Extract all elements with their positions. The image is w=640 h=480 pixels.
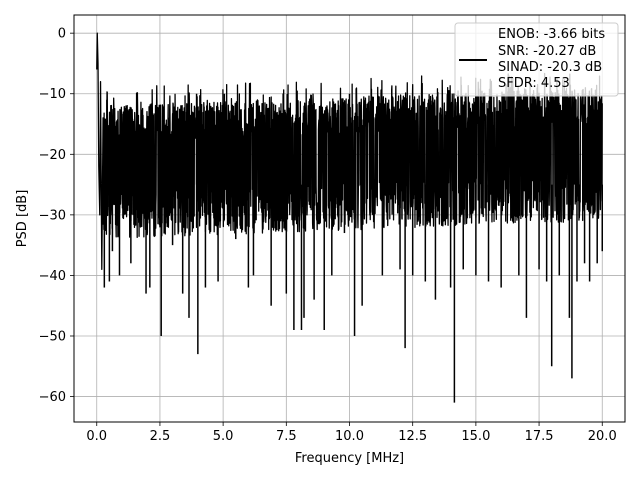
y-axis-label: PSD [dB] <box>15 190 30 248</box>
legend-entry-sinad: SINAD: -20.3 dB <box>498 60 602 75</box>
y-tick-label: −60 <box>39 390 66 405</box>
y-tick-label: −40 <box>39 269 66 284</box>
psd-dips-group <box>103 93 604 403</box>
legend-entry-snr: SNR: -20.27 dB <box>498 44 596 59</box>
x-axis-label: Frequency [MHz] <box>295 451 404 466</box>
legend: ENOB: -3.66 bits SNR: -20.27 dB SINAD: -… <box>454 22 619 97</box>
y-tick-label: 0 <box>58 27 66 42</box>
psd-series-line <box>96 32 603 271</box>
x-tick-label: 7.5 <box>276 429 297 444</box>
y-tick-label: −50 <box>39 329 66 344</box>
x-tick-label: 17.5 <box>525 429 554 444</box>
y-tick-label: −30 <box>39 208 66 223</box>
x-axis-ticks: 0.0 2.5 5.0 7.5 10.0 12.5 15.0 17.5 20.0 <box>86 422 617 444</box>
x-tick-label: 15.0 <box>461 429 490 444</box>
legend-entry-sfdr: SFDR: 4.53 <box>498 76 570 91</box>
legend-box <box>454 22 619 97</box>
x-tick-label: 0.0 <box>86 429 107 444</box>
x-tick-label: 12.5 <box>398 429 427 444</box>
x-tick-label: 10.0 <box>335 429 364 444</box>
y-tick-label: −10 <box>39 87 66 102</box>
x-tick-label: 2.5 <box>150 429 171 444</box>
legend-entry-enob: ENOB: -3.66 bits <box>498 27 605 42</box>
x-tick-label: 5.0 <box>213 429 234 444</box>
y-axis-ticks: 0 −10 −20 −30 −40 −50 −60 <box>39 27 74 405</box>
x-tick-label: 20.0 <box>588 429 617 444</box>
plot-area <box>96 32 604 403</box>
y-tick-label: −20 <box>39 148 66 163</box>
